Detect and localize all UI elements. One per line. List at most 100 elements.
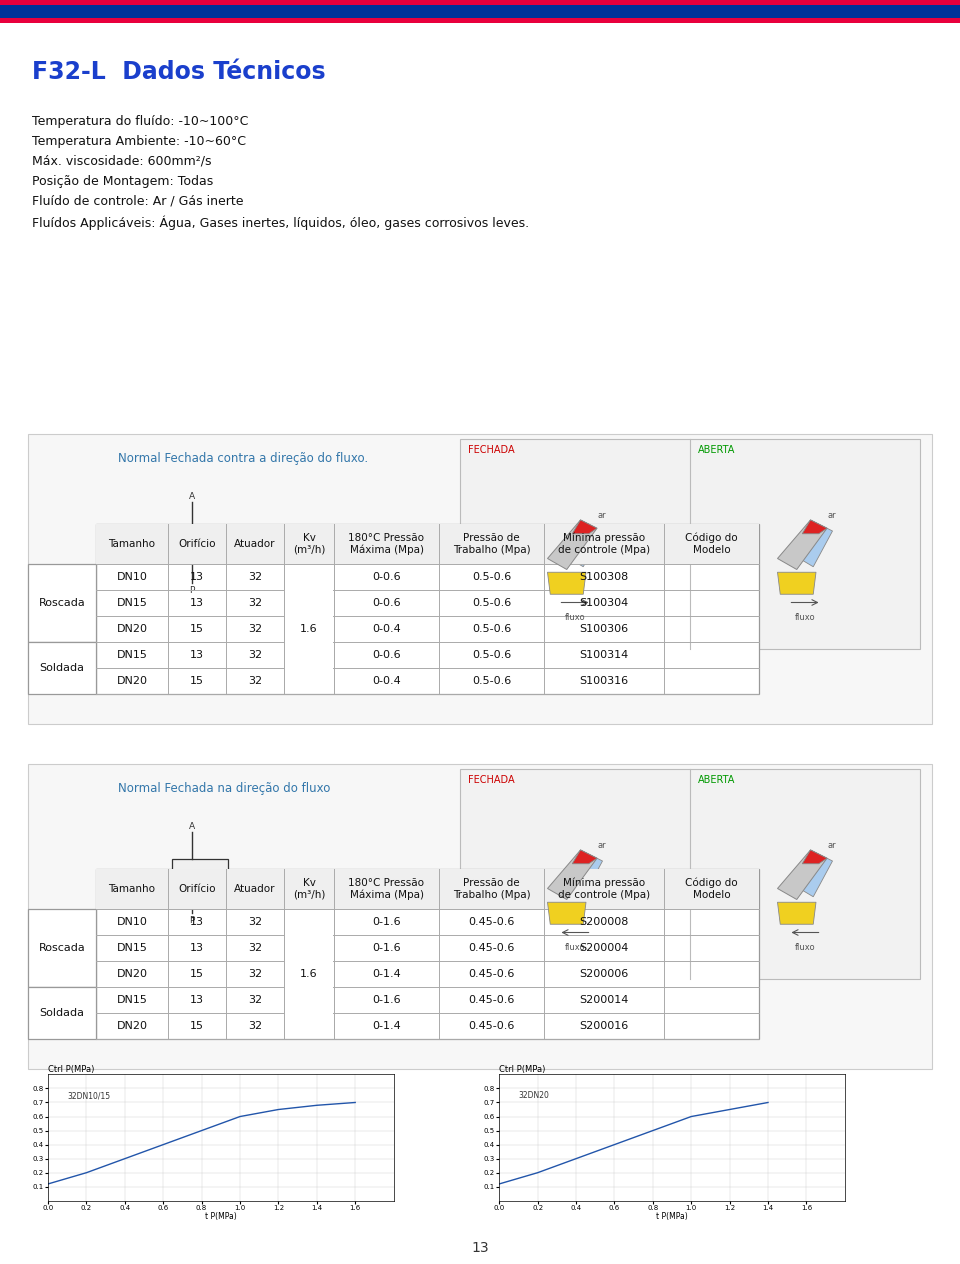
Text: ar: ar bbox=[597, 511, 606, 520]
Text: Tamanho: Tamanho bbox=[108, 538, 156, 549]
Polygon shape bbox=[547, 520, 597, 570]
Text: 0-0.4: 0-0.4 bbox=[372, 676, 401, 686]
Polygon shape bbox=[569, 520, 603, 566]
Bar bbox=[285, 910, 333, 1038]
Text: Código do
Modelo: Código do Modelo bbox=[685, 533, 738, 555]
Bar bbox=[0, 5, 960, 18]
Text: 0-0.4: 0-0.4 bbox=[372, 624, 401, 635]
Text: 32DN20: 32DN20 bbox=[518, 1091, 549, 1100]
Text: 32: 32 bbox=[248, 969, 262, 980]
Text: Código do
Modelo: Código do Modelo bbox=[685, 878, 738, 900]
Text: Atuador: Atuador bbox=[234, 538, 276, 549]
Text: S100304: S100304 bbox=[580, 598, 629, 608]
Text: S200008: S200008 bbox=[579, 916, 629, 927]
Text: 0-1.4: 0-1.4 bbox=[372, 969, 401, 980]
Text: 15: 15 bbox=[190, 676, 204, 686]
Polygon shape bbox=[778, 520, 827, 570]
Text: S200016: S200016 bbox=[580, 1021, 629, 1031]
Text: 32: 32 bbox=[248, 624, 262, 635]
Text: ar: ar bbox=[597, 841, 606, 849]
Bar bbox=[28, 987, 96, 1039]
Text: Temperatura do fluído: -10~100°C: Temperatura do fluído: -10~100°C bbox=[32, 115, 249, 128]
Text: DN10: DN10 bbox=[116, 916, 148, 927]
Text: Soldada: Soldada bbox=[39, 1007, 84, 1018]
Text: 0.45-0.6: 0.45-0.6 bbox=[468, 969, 515, 980]
Text: 32: 32 bbox=[248, 995, 262, 1005]
Text: DN10: DN10 bbox=[116, 573, 148, 581]
Text: 13: 13 bbox=[471, 1241, 489, 1255]
Text: S100314: S100314 bbox=[580, 650, 629, 660]
Text: 0.5-0.6: 0.5-0.6 bbox=[472, 598, 511, 608]
Text: DN20: DN20 bbox=[116, 1021, 148, 1031]
Text: 0-1.6: 0-1.6 bbox=[372, 995, 401, 1005]
Polygon shape bbox=[778, 849, 827, 900]
Text: Posição de Montagem: Todas: Posição de Montagem: Todas bbox=[32, 174, 213, 188]
Text: 13: 13 bbox=[190, 916, 204, 927]
Text: FECHADA: FECHADA bbox=[468, 445, 515, 455]
Text: 0.45-0.6: 0.45-0.6 bbox=[468, 995, 515, 1005]
Text: DN15: DN15 bbox=[116, 995, 148, 1005]
Polygon shape bbox=[803, 849, 827, 863]
Text: DN20: DN20 bbox=[116, 676, 148, 686]
Text: 1.6: 1.6 bbox=[300, 969, 318, 980]
Text: Atuador: Atuador bbox=[234, 884, 276, 894]
Polygon shape bbox=[778, 573, 816, 594]
Text: ABERTA: ABERTA bbox=[698, 445, 735, 455]
Bar bbox=[460, 439, 920, 648]
Text: 0-0.6: 0-0.6 bbox=[372, 650, 401, 660]
Text: 13: 13 bbox=[190, 995, 204, 1005]
Bar bbox=[96, 870, 759, 909]
Polygon shape bbox=[803, 520, 827, 533]
Text: 32DN10/15: 32DN10/15 bbox=[67, 1091, 110, 1100]
Text: 15: 15 bbox=[190, 1021, 204, 1031]
Bar bbox=[96, 870, 759, 1039]
Text: fluxo: fluxo bbox=[564, 943, 586, 952]
Text: 15: 15 bbox=[190, 624, 204, 635]
Text: 0.45-0.6: 0.45-0.6 bbox=[468, 916, 515, 927]
X-axis label: t P(MPa): t P(MPa) bbox=[656, 1212, 688, 1221]
Text: 32: 32 bbox=[248, 573, 262, 581]
Text: 32: 32 bbox=[248, 943, 262, 953]
Text: 0.5-0.6: 0.5-0.6 bbox=[472, 650, 511, 660]
Text: Kv
(m³/h): Kv (m³/h) bbox=[293, 533, 325, 555]
X-axis label: t P(MPa): t P(MPa) bbox=[204, 1212, 237, 1221]
Text: Ctrl P(MPa): Ctrl P(MPa) bbox=[499, 1064, 545, 1073]
Bar bbox=[285, 565, 333, 693]
Bar bbox=[0, 0, 960, 5]
Polygon shape bbox=[569, 849, 603, 896]
Bar bbox=[28, 909, 96, 987]
Text: S200006: S200006 bbox=[580, 969, 629, 980]
Text: DN15: DN15 bbox=[116, 650, 148, 660]
Text: P: P bbox=[189, 916, 194, 925]
Text: fluxo: fluxo bbox=[795, 613, 815, 622]
Bar bbox=[96, 525, 759, 564]
Text: 1.6: 1.6 bbox=[300, 624, 318, 635]
Text: 32: 32 bbox=[248, 598, 262, 608]
Text: Fluídos Applicáveis: Água, Gases inertes, líquidos, óleo, gases corrosivos leves: Fluídos Applicáveis: Água, Gases inertes… bbox=[32, 215, 529, 230]
Text: 0.45-0.6: 0.45-0.6 bbox=[468, 943, 515, 953]
Bar bbox=[28, 434, 932, 724]
Text: Ctrl P(MPa): Ctrl P(MPa) bbox=[48, 1064, 94, 1073]
Text: 180°C Pressão
Máxima (Mpa): 180°C Pressão Máxima (Mpa) bbox=[348, 533, 424, 555]
Polygon shape bbox=[572, 849, 597, 863]
Text: 0.45-0.6: 0.45-0.6 bbox=[468, 1021, 515, 1031]
Bar bbox=[172, 528, 228, 560]
Text: Roscada: Roscada bbox=[38, 943, 85, 953]
Bar bbox=[28, 763, 932, 1069]
Text: S200014: S200014 bbox=[579, 995, 629, 1005]
Text: A: A bbox=[188, 492, 195, 501]
Text: Roscada: Roscada bbox=[38, 598, 85, 608]
Text: 13: 13 bbox=[190, 650, 204, 660]
Text: S100308: S100308 bbox=[580, 573, 629, 581]
Text: Temperatura Ambiente: -10~60°C: Temperatura Ambiente: -10~60°C bbox=[32, 135, 246, 148]
Text: Orifício: Orifício bbox=[179, 884, 216, 894]
Text: F32-L  Dados Técnicos: F32-L Dados Técnicos bbox=[32, 59, 325, 83]
Text: DN15: DN15 bbox=[116, 943, 148, 953]
Text: ar: ar bbox=[827, 841, 835, 849]
Polygon shape bbox=[547, 849, 597, 900]
Text: ABERTA: ABERTA bbox=[698, 775, 735, 785]
Text: 32: 32 bbox=[248, 676, 262, 686]
Text: 13: 13 bbox=[190, 598, 204, 608]
Polygon shape bbox=[800, 849, 832, 896]
Text: S100306: S100306 bbox=[580, 624, 629, 635]
